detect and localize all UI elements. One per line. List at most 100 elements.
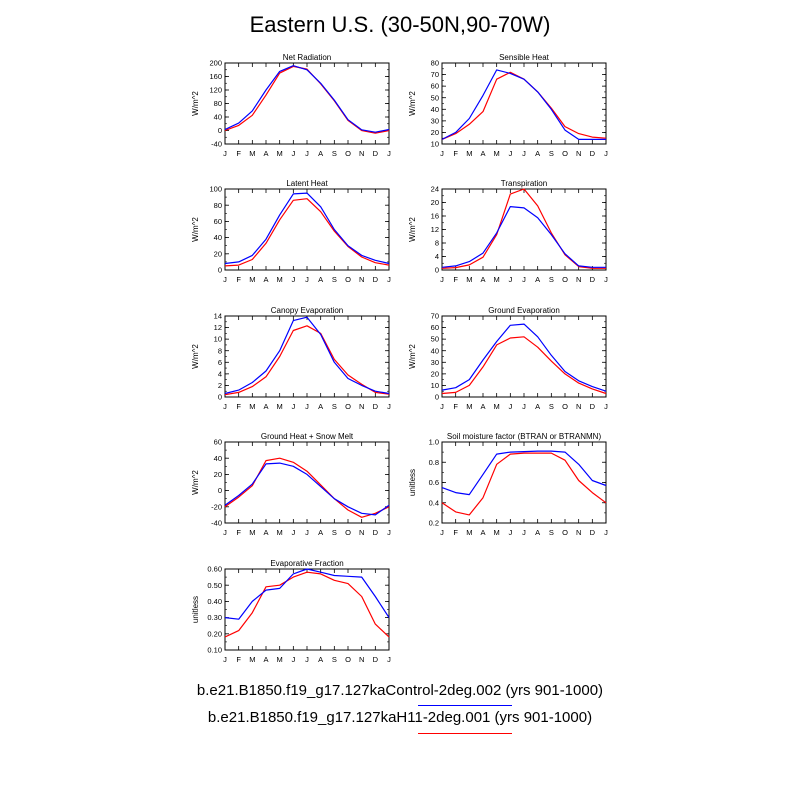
x-tick-label: F	[236, 402, 241, 411]
y-tick-label: 0.50	[207, 581, 222, 590]
panel-title: Net Radiation	[283, 53, 331, 62]
x-tick-label: O	[345, 528, 351, 537]
x-tick-label: J	[223, 528, 227, 537]
x-tick-label: M	[277, 402, 283, 411]
y-tick-label: -40	[211, 519, 222, 528]
x-tick-label: J	[291, 275, 295, 284]
x-tick-label: M	[494, 528, 500, 537]
y-tick-label: 4	[435, 252, 439, 261]
x-tick-label: S	[332, 655, 337, 664]
y-axis-label: W/m^2	[408, 91, 417, 116]
series-line-control	[441, 206, 606, 268]
x-tick-label: N	[576, 402, 581, 411]
x-tick-label: S	[549, 402, 554, 411]
y-tick-label: 10	[431, 140, 439, 149]
x-tick-label: A	[535, 402, 540, 411]
x-tick-label: O	[345, 655, 351, 664]
x-tick-label: J	[387, 655, 391, 664]
y-tick-label: 30	[431, 358, 439, 367]
x-tick-label: S	[549, 528, 554, 537]
y-tick-label: 40	[214, 454, 222, 463]
x-tick-label: M	[466, 149, 472, 158]
x-tick-label: J	[291, 528, 295, 537]
x-tick-label: F	[453, 149, 458, 158]
y-tick-label: -20	[211, 502, 222, 511]
x-tick-label: J	[522, 528, 526, 537]
panel-title: Transpiration	[501, 179, 547, 188]
x-tick-label: A	[318, 655, 323, 664]
y-axis-label: W/m^2	[408, 344, 417, 369]
x-tick-label: J	[223, 402, 227, 411]
x-tick-label: O	[562, 402, 568, 411]
x-tick-label: F	[236, 149, 241, 158]
y-tick-label: 6	[218, 358, 222, 367]
panel-title: Ground Evaporation	[488, 306, 560, 315]
x-tick-label: J	[387, 275, 391, 284]
x-tick-label: N	[359, 149, 364, 158]
y-tick-label: 16	[431, 212, 439, 221]
x-tick-label: A	[318, 528, 323, 537]
x-tick-label: J	[291, 655, 295, 664]
y-axis-label: unitless	[408, 469, 417, 496]
x-tick-label: O	[562, 149, 568, 158]
x-tick-label: A	[263, 275, 268, 284]
x-tick-label: M	[466, 528, 472, 537]
y-tick-label: 0	[218, 486, 222, 495]
y-tick-label: 40	[214, 233, 222, 242]
y-tick-label: 200	[209, 59, 222, 68]
x-tick-label: F	[453, 402, 458, 411]
x-tick-label: F	[236, 275, 241, 284]
x-tick-label: M	[466, 402, 472, 411]
x-tick-label: A	[480, 149, 485, 158]
x-tick-label: F	[236, 528, 241, 537]
x-tick-label: N	[576, 149, 581, 158]
y-tick-label: 2	[218, 381, 222, 390]
x-tick-label: J	[604, 149, 608, 158]
x-tick-label: J	[387, 528, 391, 537]
series-line-control	[224, 192, 390, 265]
series-line-control	[441, 450, 607, 496]
x-tick-label: J	[305, 528, 309, 537]
panel-frame	[441, 188, 607, 271]
series-line-h11	[224, 325, 390, 396]
y-tick-label: 24	[431, 185, 439, 194]
y-tick-label: 40	[214, 113, 222, 122]
x-tick-label: J	[305, 655, 309, 664]
x-tick-label: J	[440, 402, 444, 411]
x-tick-label: J	[305, 402, 309, 411]
y-tick-label: 10	[214, 335, 222, 344]
y-tick-label: 1.0	[429, 438, 439, 447]
series-line-h11	[224, 65, 390, 134]
x-tick-label: J	[508, 275, 512, 284]
x-tick-label: A	[535, 275, 540, 284]
x-tick-label: D	[373, 275, 379, 284]
y-tick-label: 0	[218, 266, 222, 275]
x-tick-label: D	[373, 655, 379, 664]
y-tick-label: 20	[431, 128, 439, 137]
x-tick-label: J	[223, 275, 227, 284]
x-tick-label: J	[223, 149, 227, 158]
x-tick-label: S	[549, 149, 554, 158]
y-tick-label: 0.6	[429, 478, 439, 487]
panel-7: Soil moisture factor (BTRAN or BTRANMN) J…	[408, 432, 608, 537]
y-tick-label: 0	[435, 266, 439, 275]
x-tick-label: J	[604, 528, 608, 537]
y-tick-label: 60	[214, 217, 222, 226]
y-tick-label: 160	[209, 72, 222, 81]
y-axis-label: W/m^2	[191, 470, 200, 495]
y-tick-label: 0.40	[207, 597, 222, 606]
series-line-h11	[441, 188, 606, 269]
legend-swatch-control	[418, 705, 512, 706]
x-tick-label: J	[291, 402, 295, 411]
x-tick-label: N	[576, 275, 581, 284]
x-tick-label: M	[249, 402, 255, 411]
x-tick-label: D	[590, 275, 596, 284]
series-line-h11	[224, 571, 390, 638]
x-tick-label: M	[277, 528, 283, 537]
panel-frame	[224, 315, 390, 398]
